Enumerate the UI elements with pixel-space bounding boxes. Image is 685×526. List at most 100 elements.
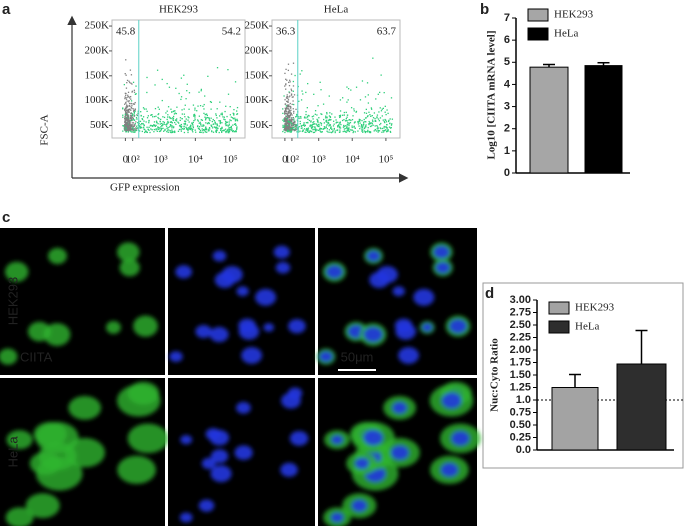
event-dot xyxy=(234,123,237,125)
event-dot xyxy=(316,118,318,121)
event-dot xyxy=(379,123,381,126)
event-dot xyxy=(286,118,288,120)
event-dot xyxy=(221,127,223,129)
event-dot xyxy=(129,117,131,120)
event-dot xyxy=(225,124,227,127)
event-dot xyxy=(155,115,157,117)
event-dot xyxy=(217,127,219,130)
event-dot xyxy=(205,113,208,115)
event-dot xyxy=(323,118,325,121)
event-dot xyxy=(227,69,229,71)
event-dot xyxy=(374,128,376,131)
event-dot xyxy=(311,127,313,130)
x-tick-label: 10⁵ xyxy=(378,154,393,166)
event-dot xyxy=(382,131,385,133)
event-dot xyxy=(221,113,223,115)
bar xyxy=(584,65,623,174)
event-dot xyxy=(371,122,373,124)
event-dot xyxy=(370,115,372,117)
y-tick-label: 50K xyxy=(250,119,269,131)
event-dot xyxy=(286,119,289,121)
event-dot xyxy=(178,125,181,127)
event-dot xyxy=(171,131,174,134)
event-dot xyxy=(129,130,132,132)
event-dot xyxy=(334,131,336,134)
event-dot xyxy=(339,126,341,128)
event-dot xyxy=(285,128,287,130)
event-dot xyxy=(127,96,129,98)
event-dot xyxy=(170,125,172,127)
event-dot xyxy=(365,112,368,114)
x-tick-label: 10⁵ xyxy=(223,154,238,166)
event-dot xyxy=(207,117,210,119)
event-dot xyxy=(204,131,206,133)
event-dot xyxy=(332,125,335,127)
event-dot xyxy=(153,121,156,123)
event-dot xyxy=(141,118,144,121)
event-dot xyxy=(171,111,173,113)
event-dot xyxy=(175,87,177,89)
event-dot xyxy=(292,80,295,83)
event-dot xyxy=(126,113,129,115)
event-dot xyxy=(389,118,391,120)
event-dot xyxy=(187,129,189,132)
cytoplasm xyxy=(116,384,161,417)
event-dot xyxy=(286,129,289,131)
event-dot xyxy=(153,128,156,131)
event-dot xyxy=(219,120,222,122)
event-dot xyxy=(385,113,387,116)
stain-label: CIITA xyxy=(20,349,53,364)
panel-label: b xyxy=(480,1,489,18)
event-dot xyxy=(153,131,155,133)
event-dot xyxy=(290,122,293,125)
event-dot xyxy=(131,127,133,129)
event-dot xyxy=(287,97,289,99)
event-dot xyxy=(187,129,189,131)
event-dot xyxy=(132,103,134,105)
event-dot xyxy=(232,117,234,119)
plot-frame xyxy=(271,19,401,139)
event-dot xyxy=(306,107,308,109)
event-dot xyxy=(362,125,364,127)
event-dot xyxy=(128,111,130,113)
event-dot xyxy=(133,113,135,115)
event-dot xyxy=(128,80,130,82)
cytoplasm xyxy=(106,321,121,334)
event-dot xyxy=(166,127,168,129)
cytoplasm xyxy=(119,259,140,277)
event-dot xyxy=(302,124,304,127)
event-dot xyxy=(169,131,172,133)
event-dot xyxy=(194,109,196,111)
event-dot xyxy=(295,126,297,128)
event-dot xyxy=(193,119,195,122)
event-dot xyxy=(318,117,320,119)
event-dot xyxy=(160,127,162,130)
event-dot xyxy=(214,123,217,125)
event-dot xyxy=(128,99,130,102)
event-dot xyxy=(166,122,168,125)
event-dot xyxy=(229,119,231,121)
event-dot xyxy=(300,127,302,129)
gate-percentage: 45.8 xyxy=(116,26,136,38)
event-dot xyxy=(284,111,286,113)
event-dot xyxy=(145,130,147,132)
event-dot xyxy=(342,97,344,99)
event-dot xyxy=(369,122,372,125)
event-dot xyxy=(184,123,186,126)
event-dot xyxy=(157,123,159,125)
event-dot xyxy=(382,107,385,110)
event-dot xyxy=(172,115,175,118)
event-dot xyxy=(307,127,310,129)
event-dot xyxy=(183,120,186,122)
event-dot xyxy=(328,129,331,131)
event-dot xyxy=(125,96,127,99)
y-axis-label: Log10 [CIITA mRNA level] xyxy=(486,30,498,159)
event-dot xyxy=(374,119,376,122)
event-dot xyxy=(310,121,312,123)
event-dot xyxy=(233,131,235,133)
event-dot xyxy=(287,116,289,118)
event-dot xyxy=(197,120,200,122)
nucleus xyxy=(234,445,253,460)
event-dot xyxy=(292,90,294,92)
event-dot xyxy=(214,121,216,123)
